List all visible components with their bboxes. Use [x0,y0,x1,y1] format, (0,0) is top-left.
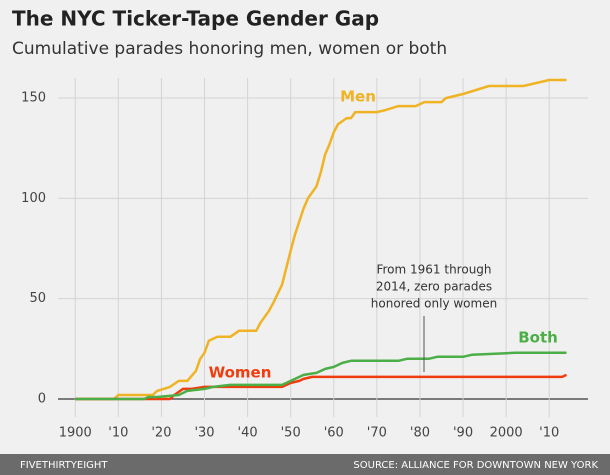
series-label: Both [518,329,558,347]
x-tick-label: '90 [453,426,473,441]
x-tick-label: '40 [238,426,258,441]
x-tick-label: '30 [194,426,214,441]
line-men [75,78,567,401]
x-tick-label: 1900 [59,426,92,441]
x-tick-label: '10 [108,426,128,441]
x-tick-label: '50 [281,426,301,441]
x-tick-label: '70 [367,426,387,441]
brand: FIVETHIRTYEIGHT [20,460,108,471]
source: SOURCE: ALLIANCE FOR DOWNTOWN NEW YORK [353,460,598,471]
y-tick-label: 0 [38,391,46,406]
annotation: From 1961 through [376,263,491,277]
x-tick-label: '60 [324,426,344,441]
series-label: Women [209,364,272,382]
annotation: honored only women [371,297,497,311]
series-label: Men [340,88,376,106]
x-tick-label: 2000 [490,426,523,441]
chart-subtitle: Cumulative parades honoring men, women o… [12,39,447,59]
y-tick-label: 50 [29,291,46,306]
x-tick-label: '20 [151,426,171,441]
x-tick-label: '80 [410,426,430,441]
chart-title: The NYC Ticker-Tape Gender Gap [12,7,379,31]
x-tick-label: '10 [539,426,559,441]
annotation: 2014, zero parades [376,280,492,294]
y-tick-label: 100 [21,191,46,206]
y-tick-label: 150 [21,91,46,106]
line-both [75,351,567,401]
line-women [75,373,568,401]
footer [0,454,610,475]
